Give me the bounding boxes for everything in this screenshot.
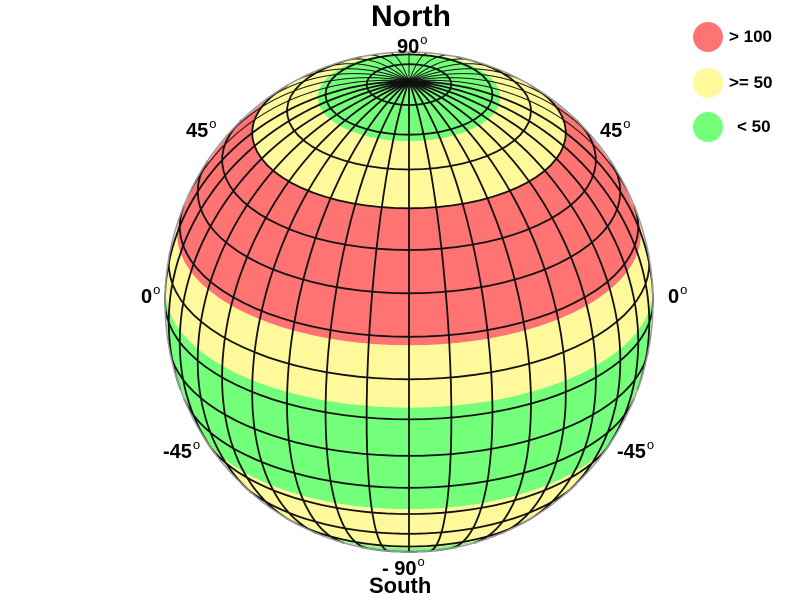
- parallel-line: [286, 55, 532, 171]
- meridian-line: [408, 79, 636, 208]
- meridian-line: [408, 77, 600, 146]
- meridian-line: [408, 68, 525, 83]
- meridian-line: [408, 80, 532, 544]
- lat-label-neg90: - 90o: [382, 554, 425, 580]
- south-subtitle: South: [369, 573, 432, 598]
- meridian-line: [347, 58, 410, 82]
- parallel-line: [365, 63, 453, 106]
- meridian-line: [324, 80, 410, 550]
- legend-label-low: < 50: [737, 117, 771, 136]
- meridian-line: [164, 80, 410, 303]
- lat-label-90: 90o: [397, 32, 428, 58]
- meridian-line: [286, 80, 410, 544]
- legend-swatch-high: [693, 22, 723, 52]
- parallel-line: [241, 483, 577, 535]
- parallel-line: [207, 443, 611, 515]
- parallel-line: [183, 398, 635, 489]
- meridian-line: [408, 80, 640, 454]
- parallel-grid-lines: [164, 53, 654, 553]
- parallel-line: [196, 159, 622, 295]
- meridian-line: [178, 80, 410, 454]
- legend-item-medium: >= 50: [693, 68, 773, 98]
- lat-label-45-right: 45o: [600, 116, 631, 142]
- meridian-line: [408, 52, 429, 82]
- meridian-line: [182, 79, 410, 208]
- parallel-line: [168, 350, 650, 457]
- lat-label-neg45-left: -45o: [163, 437, 201, 463]
- parallel-line: [164, 301, 654, 421]
- legend-swatch-low: [693, 112, 723, 142]
- north-title: North: [371, 0, 451, 33]
- legend-item-low: < 50: [693, 112, 771, 142]
- legend-label-high: > 100: [729, 27, 773, 46]
- band-4: [166, 287, 652, 510]
- legend-item-high: > 100: [693, 22, 772, 52]
- parallel-line: [251, 84, 567, 210]
- band-5: [202, 434, 616, 549]
- meridian-line: [408, 80, 494, 550]
- sphere-outline: [164, 51, 654, 553]
- band-1: [252, 53, 566, 209]
- parallel-line: [287, 518, 531, 548]
- band-6: [298, 522, 520, 551]
- meridian-line: [389, 52, 410, 82]
- legend-label-medium: >= 50: [729, 73, 773, 92]
- lat-label-neg45-right: -45o: [617, 437, 655, 463]
- lat-label-0-right: 0o: [668, 282, 688, 308]
- legend-swatch-medium: [693, 68, 723, 98]
- parallel-line: [324, 53, 494, 136]
- meridian-line: [408, 80, 453, 552]
- meridian-line: [408, 58, 471, 82]
- meridian-line: [369, 54, 410, 82]
- meridian-line: [365, 80, 410, 552]
- meridian-line: [293, 68, 410, 83]
- band-3: [166, 214, 652, 408]
- lat-label-0-left: 0o: [141, 282, 161, 308]
- parallel-line: [221, 119, 597, 251]
- meridian-line: [218, 77, 410, 146]
- meridian-line: [408, 80, 654, 303]
- parallel-line: [167, 252, 651, 381]
- meridian-line: [408, 54, 449, 82]
- parallel-line: [178, 204, 640, 338]
- lat-label-45-left: 45o: [186, 116, 217, 142]
